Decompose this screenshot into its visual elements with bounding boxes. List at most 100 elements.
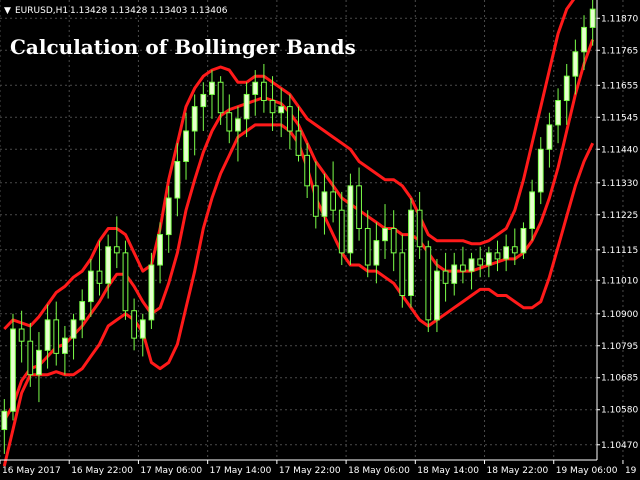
candle-body-bull xyxy=(485,252,492,266)
candle-body-bull xyxy=(174,160,181,199)
candle-body-bull xyxy=(537,148,544,193)
candle-body-bull xyxy=(235,118,241,132)
candle-body-bear xyxy=(286,106,293,132)
candle-body-bull xyxy=(546,124,553,150)
candle-body-bull xyxy=(105,246,112,284)
candle-body-bear xyxy=(53,319,60,354)
candle-body-bear xyxy=(442,270,449,284)
candle-body-bear xyxy=(312,185,319,217)
candle-body-bear xyxy=(364,227,371,266)
candle-body-bull xyxy=(10,328,16,412)
y-tick-label: 1.10470 xyxy=(601,441,638,451)
candle-body-bull xyxy=(555,100,561,126)
candle-body-bear xyxy=(27,340,34,376)
candle-body-bear xyxy=(269,100,276,114)
y-tick-label: 1.11115 xyxy=(601,246,638,256)
candle-body-bear xyxy=(113,246,120,254)
y-tick-label: 1.11010 xyxy=(601,276,638,286)
overlay-title: Calculation of Bollinger Bands xyxy=(10,35,356,59)
y-tick-label: 1.10900 xyxy=(601,310,638,320)
x-tick-label: 17 May 06:00 xyxy=(140,466,202,476)
candle-body-bear xyxy=(261,81,267,102)
candle-body-bear xyxy=(131,310,137,339)
candle-body-bear xyxy=(338,209,345,254)
x-tick-label: 18 May 22:00 xyxy=(487,466,549,476)
candle-body-bear xyxy=(96,270,103,284)
candle-body-bull xyxy=(581,26,587,53)
candle-body-bull xyxy=(451,264,458,284)
candle-body-bull xyxy=(434,270,440,321)
candle-body-bear xyxy=(399,252,406,296)
x-tick-label: 19 May 06:00 xyxy=(556,466,618,476)
chart-header: ▼ EURUSD,H1 1.13428 1.13428 1.13403 1.13… xyxy=(4,6,228,16)
header-dropdown-icon[interactable]: ▼ xyxy=(4,6,11,16)
candle-body-bear xyxy=(425,246,432,321)
candle-body-bear xyxy=(416,209,423,248)
candle-body-bull xyxy=(563,75,570,102)
candle-body-bull xyxy=(529,191,535,229)
candle-body-bear xyxy=(356,185,362,229)
candle-body-bull xyxy=(70,319,77,339)
candle-body-bull xyxy=(468,258,475,272)
candle-body-bear xyxy=(460,264,466,272)
candle-body-bull xyxy=(382,227,388,242)
candle-body-bull xyxy=(347,185,354,254)
candle-body-bear xyxy=(295,130,302,156)
candle-body-bull xyxy=(139,319,146,339)
y-tick-label: 1.10580 xyxy=(601,406,638,416)
candle-body-bull xyxy=(148,264,155,321)
candle-body-bull xyxy=(243,93,250,120)
candle-body-bull xyxy=(373,240,380,266)
candle-body-bull xyxy=(183,130,189,162)
header-ohlc: 1.13428 1.13428 1.13403 1.13406 xyxy=(70,6,228,16)
x-tick-label: 19 May 14:00 xyxy=(625,466,640,476)
y-tick-label: 1.11440 xyxy=(601,145,638,155)
candle-body-bear xyxy=(390,227,397,254)
y-tick-label: 1.10685 xyxy=(601,374,638,384)
candle-body-bull xyxy=(191,106,198,132)
candle-body-bull xyxy=(209,81,215,95)
candle-body-bull xyxy=(408,209,414,296)
y-tick-label: 1.10795 xyxy=(601,342,638,352)
candle-body-bull xyxy=(157,234,163,266)
candlestick-series xyxy=(1,0,596,454)
candle-body-bull xyxy=(36,349,42,376)
candle-body-bear xyxy=(304,154,311,187)
price-grid xyxy=(0,0,624,460)
candle-body-bull xyxy=(1,410,8,431)
y-tick-label: 1.11545 xyxy=(601,113,638,123)
candle-body-bull xyxy=(572,51,579,77)
y-tick-label: 1.11225 xyxy=(601,211,638,221)
candle-body-bull xyxy=(278,106,285,114)
x-tick-label: 17 May 14:00 xyxy=(210,466,272,476)
candle-body-bull xyxy=(165,197,172,236)
bollinger-upper-band xyxy=(3,0,576,331)
candle-body-bear xyxy=(494,252,501,260)
candle-body-bull xyxy=(252,81,259,95)
candle-body-bull xyxy=(79,301,86,321)
y-tick-label: 1.11765 xyxy=(601,46,638,56)
candle-body-bear xyxy=(511,246,518,254)
candle-body-bear xyxy=(217,81,224,114)
x-tick-label: 16 May 22:00 xyxy=(71,466,133,476)
candle-body-bull xyxy=(520,227,527,254)
candle-body-bear xyxy=(18,328,25,342)
candle-body-bear xyxy=(122,252,129,312)
y-tick-label: 1.11330 xyxy=(601,179,638,189)
candle-body-bull xyxy=(87,270,94,303)
candle-body-bull xyxy=(44,319,51,351)
candle-body-bear xyxy=(330,191,336,211)
y-tick-label: 1.11655 xyxy=(601,81,638,91)
x-tick-label: 18 May 14:00 xyxy=(417,466,479,476)
candle-body-bull xyxy=(589,8,596,28)
candle-body-bull xyxy=(62,337,68,354)
x-tick-label: 18 May 06:00 xyxy=(348,466,410,476)
candle-body-bear xyxy=(226,112,233,132)
y-tick-label: 1.11870 xyxy=(601,14,638,24)
candle-body-bull xyxy=(321,191,328,217)
header-symbol: EURUSD,H1 xyxy=(15,6,68,16)
x-tick-label: 17 May 22:00 xyxy=(279,466,341,476)
